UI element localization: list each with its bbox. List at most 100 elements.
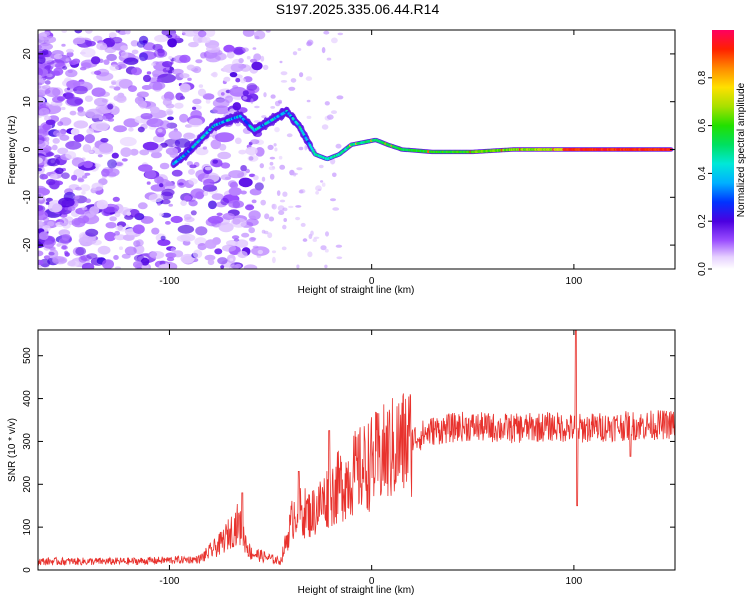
snr-y-tick-label: 500: [22, 347, 33, 364]
spectrogram-noise-blob: [271, 250, 277, 254]
colorbar-tick-label: 0.4: [697, 166, 708, 180]
spectrogram-noise-blob: [115, 30, 121, 33]
spectrogram-noise-blob: [57, 147, 69, 155]
spectrogram-noise-blob: [86, 128, 94, 135]
spectrogram-noise-blob: [203, 178, 215, 188]
spectrogram-noise-blob: [67, 206, 76, 212]
spectrogram-noise-blob: [288, 86, 296, 91]
spectrogram-noise-blob: [242, 90, 249, 96]
spectrogram-noise-blob: [254, 147, 265, 157]
spectrogram-noise-blob: [94, 97, 108, 107]
spectrogram-noise-blob: [335, 143, 342, 149]
spectrogram-noise-blob: [137, 202, 148, 210]
spectrogram-noise-blob: [211, 193, 224, 201]
spectrogram-noise-blob: [208, 200, 217, 210]
spectrogram-noise-blob: [288, 205, 294, 209]
spectrogram-noise-blob: [91, 182, 104, 191]
spectrogram-noise-blob: [188, 199, 198, 207]
spectrogram-noise-blob: [123, 57, 139, 65]
spectrogram-noise-blob: [119, 136, 137, 147]
spectrogram-noise-blob: [59, 234, 72, 244]
spectrogram-noise-blob: [233, 238, 240, 242]
spectrogram-noise-blob: [38, 67, 44, 77]
spectrogram-noise-blob: [230, 217, 247, 228]
colorbar-label: Normalized spectral amplitude: [736, 82, 747, 217]
spectrogram-noise-blob: [38, 210, 48, 221]
spectrogram-noise-blob: [113, 86, 121, 91]
spectrogram-noise-blob: [212, 159, 218, 164]
spectrogram-noise-blob: [84, 172, 91, 176]
spectrogram-noise-blob: [330, 198, 336, 202]
spectrogram-noise-blob: [179, 54, 191, 64]
spectrogram-noise-blob: [148, 193, 164, 203]
spectrogram-noise-blob: [84, 95, 93, 102]
spectrogram-noise-blob: [90, 56, 101, 65]
spectrogram-noise-blob: [73, 134, 85, 142]
spectrogram-noise-blob: [38, 128, 48, 138]
spectrogram-noise-blob: [117, 225, 123, 231]
spectrogram-noise-blob: [336, 256, 343, 260]
spectrogram-noise-blob: [261, 176, 266, 182]
snr-frame: [37, 329, 676, 571]
spectrogram-y-tick-label: -20: [22, 237, 33, 252]
spectrogram-noise-blob: [73, 195, 80, 200]
spectrogram-noise-blob: [160, 235, 166, 241]
spectrogram-noise-blob: [82, 144, 92, 153]
spectrogram-noise-blob: [267, 232, 273, 239]
spectrogram-noise-blob: [237, 250, 248, 259]
spectrogram-noise-blob: [216, 212, 223, 216]
spectrogram-noise-blob: [278, 155, 283, 160]
spectrogram-noise-blob: [268, 166, 276, 171]
spectrogram-noise-blob: [168, 56, 173, 60]
snr-series-line: [38, 330, 675, 566]
spectrogram-noise-blob: [218, 222, 234, 233]
spectrogram-noise-blob: [124, 246, 137, 256]
spectrogram-noise-blob: [105, 168, 120, 177]
spectrogram-noise-blob: [296, 264, 300, 269]
spectrogram-noise-blob: [245, 168, 251, 174]
spectrogram-noise-blob: [331, 37, 338, 44]
spectrogram-noise-blob: [109, 64, 120, 71]
spectrogram-noise-blob: [157, 239, 171, 247]
spectrogram-noise-blob: [321, 182, 326, 187]
spectrogram-ridge: [170, 106, 674, 169]
spectrogram-noise-blob: [42, 31, 51, 37]
spectrogram-noise-blob: [106, 53, 117, 62]
spectrogram-noise-blob: [166, 257, 175, 262]
spectrogram-noise-blob: [81, 191, 86, 195]
spectrogram-noise-blob: [262, 64, 269, 70]
spectrogram-noise-blob: [183, 195, 192, 201]
spectrogram-noise-blob: [162, 98, 172, 106]
spectrogram-noise-blob: [170, 247, 176, 253]
spectrogram-noise-blob: [253, 175, 259, 181]
spectrogram-noise-blob: [206, 44, 220, 53]
spectrogram-noise-blob: [65, 140, 82, 150]
spectrogram-noise-blob: [282, 191, 288, 197]
spectrogram-noise-blob: [76, 218, 85, 223]
spectrogram-noise-blob: [94, 70, 102, 76]
spectrogram-noise-blob: [235, 239, 249, 248]
spectrogram-noise-blob: [156, 133, 165, 138]
spectrogram-noise-blob: [52, 138, 60, 144]
spectrogram-noise-blob: [129, 148, 139, 156]
spectrogram-noise-blob: [97, 154, 103, 158]
spectrogram-noise-blob: [97, 245, 111, 255]
spectrogram-noise-blob: [192, 106, 197, 110]
spectrogram-noise-blob: [228, 187, 242, 196]
colorbar-tick-label: 0.6: [697, 118, 708, 132]
spectrogram-noise-blob: [263, 230, 269, 235]
snr-y-ticks: 0 100 200 300 400 500: [22, 347, 675, 573]
spectrogram-noise-blob: [114, 211, 121, 218]
spectrogram-noise-blob: [192, 98, 202, 105]
colorbar-tick-label: 0.0: [697, 262, 708, 276]
spectrogram-noise-blob: [210, 139, 222, 150]
spectrogram-noise-blob: [84, 134, 96, 144]
spectrogram-noise-blob: [162, 60, 173, 68]
spectrogram-noise-blob: [75, 186, 82, 191]
spectrogram-noise-blob: [270, 94, 276, 99]
snr-y-tick-label: 100: [22, 518, 33, 535]
spectrogram-noise-blob: [91, 121, 110, 132]
spectrogram-noise-blob: [128, 85, 137, 92]
spectrogram-noise-blob: [250, 98, 254, 104]
